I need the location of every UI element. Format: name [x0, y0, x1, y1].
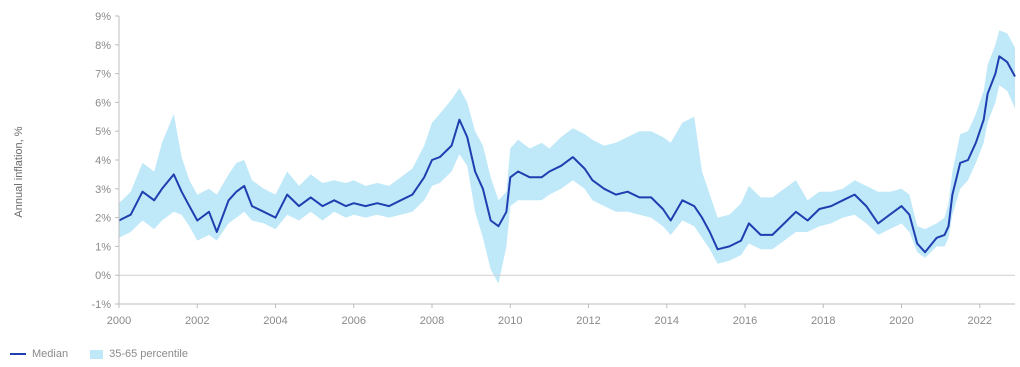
legend-item-median: Median [10, 348, 68, 360]
x-tick-label: 2020 [889, 315, 913, 327]
y-tick-label: 6% [95, 97, 111, 109]
y-tick-label: 7% [95, 69, 111, 81]
x-tick-label: 2012 [576, 315, 600, 327]
x-tick-label: 2006 [342, 315, 366, 327]
inflation-chart: -1% 0% 1% 2% 3% 4% 5% 6% 7% 8% 9% 2000 2002 2004 2006… [0, 0, 1020, 340]
legend-median-label: Median [32, 348, 68, 360]
x-tick-label: 2000 [107, 315, 131, 327]
x-tick-label: 2018 [811, 315, 835, 327]
y-tick-label: 1% [95, 241, 111, 253]
legend-median-swatch [10, 353, 26, 355]
y-tick-label: 4% [95, 155, 111, 167]
y-tick-label: 0% [95, 270, 111, 282]
x-tick-label: 2016 [733, 315, 757, 327]
legend: Median 35-65 percentile [10, 346, 210, 362]
y-tick-label: 3% [95, 184, 111, 196]
x-tick-label: 2014 [655, 315, 679, 327]
y-tick-label: 9% [95, 11, 111, 23]
legend-percentile-label: 35-65 percentile [109, 348, 188, 360]
y-tick-labels: -1% 0% 1% 2% 3% 4% 5% 6% 7% 8% 9% [91, 11, 119, 311]
x-tick-label: 2002 [185, 315, 209, 327]
x-tick-labels: 2000 2002 2004 2006 2008 2010 2012 2014 2016 2018… [107, 304, 992, 327]
y-tick-label: 2% [95, 213, 111, 225]
x-tick-label: 2010 [498, 315, 522, 327]
y-tick-label: 8% [95, 40, 111, 52]
y-tick-label: 5% [95, 126, 111, 138]
legend-percentile-swatch [90, 350, 103, 359]
x-tick-label: 2004 [263, 315, 287, 327]
percentile-band-layer [119, 30, 1015, 283]
x-tick-label: 2022 [968, 315, 992, 327]
percentile-band [119, 30, 1015, 283]
x-tick-label: 2008 [420, 315, 444, 327]
legend-item-percentile: 35-65 percentile [90, 348, 188, 360]
y-axis-label: Annual inflation, % [13, 126, 25, 217]
y-tick-label: -1% [91, 299, 111, 311]
